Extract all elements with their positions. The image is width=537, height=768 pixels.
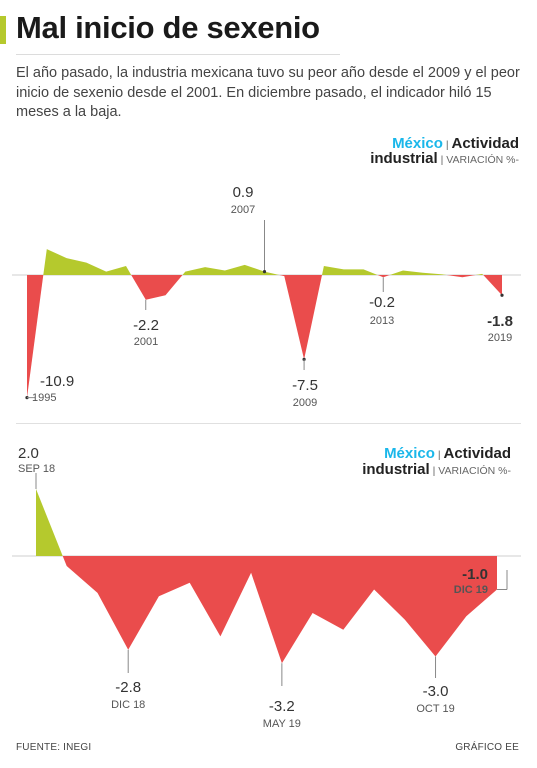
- annual-area-negative-6: [377, 275, 390, 278]
- monthly-legend-unit: VARIACIÓN %-: [438, 464, 511, 477]
- monthly-label-value-dic18: -2.8: [115, 679, 141, 696]
- annual-legend-indicator: Actividad: [451, 135, 519, 152]
- annual-legend-line2: industrial | VARIACIÓN %-: [370, 150, 519, 167]
- monthly-legend-line1: México | Actividad: [384, 445, 511, 462]
- page-title: Mal inicio de sexenio: [16, 10, 320, 45]
- annual-area-negative-8: [446, 275, 476, 278]
- source-note: FUENTE: INEGI: [16, 742, 92, 753]
- monthly-legend-separator-2: |: [430, 465, 439, 477]
- monthly-label-value-sep18: 2.0: [18, 445, 39, 462]
- annual-area-negative-4: [279, 275, 322, 360]
- annual-area-positive-9: [475, 273, 484, 275]
- monthly-legend-separator: |: [435, 449, 444, 461]
- annual-marker-2007: [262, 270, 267, 274]
- monthly-label-date-dic18: DIC 18: [111, 699, 145, 711]
- annual-area-negative-10: [483, 275, 502, 296]
- monthly-label-date-dic19: DIC 19: [454, 584, 488, 596]
- annual-label-date-2009: 2009: [293, 397, 317, 409]
- annual-label-value-2013: -0.2: [369, 294, 395, 311]
- annual-label-value-2019: -1.8: [487, 313, 513, 330]
- annual-area-positive-1: [43, 249, 132, 275]
- chart-divider: [16, 423, 521, 424]
- monthly-legend-line2: industrial | VARIACIÓN %-: [362, 461, 511, 478]
- annual-legend-unit: VARIACIÓN %-: [446, 153, 519, 166]
- annual-legend-indicator-2: industrial: [370, 150, 438, 167]
- monthly-area-negative-1: [62, 556, 497, 664]
- monthly-label-value-dic19: -1.0: [462, 566, 488, 583]
- annual-area-negative-2: [131, 275, 183, 300]
- monthly-area-positive-0: [36, 489, 63, 556]
- monthly-label-value-oct19: -3.0: [423, 683, 449, 700]
- title-accent-bar: [0, 16, 6, 44]
- annual-legend-line1: México | Actividad: [392, 135, 519, 152]
- monthly-legend-country: México: [384, 445, 435, 462]
- annual-legend-separator: |: [443, 139, 452, 151]
- subtitle: El año pasado, la industria mexicana tuv…: [16, 65, 520, 120]
- monthly-label-date-oct19: OCT 19: [416, 703, 454, 715]
- monthly-label-date-sep18: SEP 18: [18, 463, 55, 475]
- monthly-label-date-may19: MAY 19: [263, 718, 301, 730]
- annual-area-positive-3: [182, 264, 280, 275]
- annual-label-value-2001: -2.2: [133, 317, 159, 334]
- annual-area-positive-7: [389, 270, 447, 275]
- monthly-legend-indicator-2: industrial: [362, 461, 430, 478]
- annual-area-negative-0: [27, 275, 44, 398]
- annual-legend-separator-2: |: [438, 154, 447, 166]
- annual-label-date-2001: 2001: [134, 336, 158, 348]
- graphic-credit: GRÁFICO EE: [455, 742, 519, 753]
- annual-legend-country: México: [392, 135, 443, 152]
- annual-label-date-1995: 1995: [32, 392, 56, 404]
- annual-label-date-2013: 2013: [370, 315, 394, 327]
- monthly-label-value-may19: -3.2: [269, 698, 295, 715]
- annual-label-value-2007: 0.9: [233, 184, 254, 201]
- annual-label-date-2019: 2019: [488, 332, 512, 344]
- monthly-legend-indicator: Actividad: [443, 445, 511, 462]
- annual-area-positive-5: [322, 266, 378, 275]
- annual-marker-2019: [500, 293, 504, 297]
- annual-label-value-2009: -7.5: [292, 377, 318, 394]
- annual-label-value-1995: -10.9: [40, 373, 74, 390]
- annual-label-date-2007: 2007: [231, 204, 255, 216]
- title-rule: [16, 54, 340, 55]
